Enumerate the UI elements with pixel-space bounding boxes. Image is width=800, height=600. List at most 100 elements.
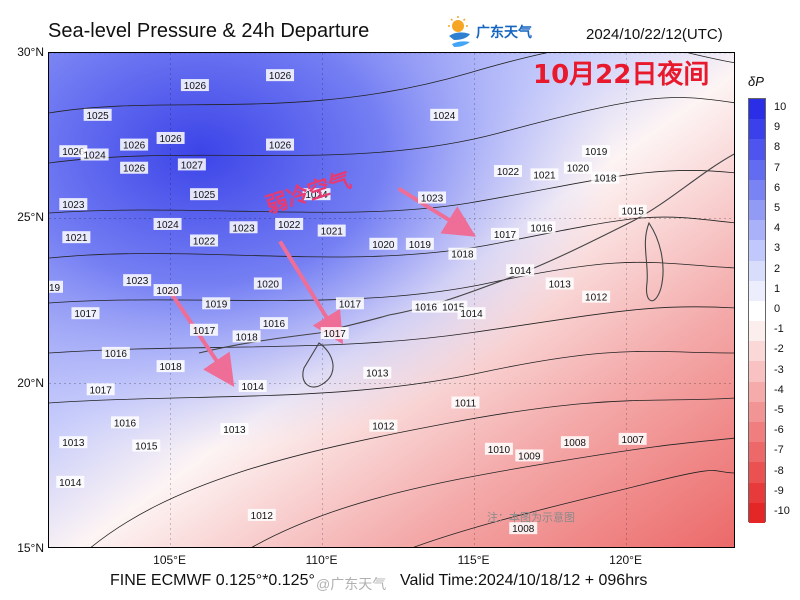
isobar-label-text: 1027 — [181, 160, 204, 171]
isobar-label: 1017 — [86, 383, 115, 396]
isobar-label: 1017 — [335, 297, 364, 310]
colorbar-tick-label: -6 — [774, 424, 784, 437]
isobar-label-text: 1023 — [421, 193, 444, 204]
isobar-label-text: 1013 — [62, 438, 85, 449]
isobar-label: 1026 — [59, 145, 88, 158]
isobar-label-text: 1025 — [87, 111, 110, 122]
cold-air-arrow — [397, 186, 477, 237]
isobar-label: 1014 — [56, 475, 85, 489]
colorbar-segment — [749, 422, 765, 443]
isobar-label: 1022 — [275, 217, 304, 231]
isobar-label: 1023 — [123, 274, 152, 287]
coastline — [198, 153, 734, 388]
map-title: Sea-level Pressure & 24h Departure — [48, 20, 370, 42]
isobar-label: 1016 — [411, 300, 440, 314]
isobar-label: 1021 — [317, 224, 346, 238]
valid-time-label: Valid Time:2024/10/18/12 + 096hrs — [400, 572, 648, 589]
isobar-label-text: 1023 — [232, 223, 255, 234]
lat-tick-label: 15°N — [17, 541, 44, 555]
isobar-label: 1022 — [494, 165, 523, 178]
isobar-label-text: 1012 — [251, 511, 274, 522]
colorbar-segment — [749, 260, 765, 282]
isobar-label-text: 1019 — [585, 147, 608, 158]
isobar-label: 1024 — [430, 108, 459, 122]
colorbar-tick-label: 0 — [774, 303, 781, 315]
isobar-label-text: 1024 — [433, 111, 456, 122]
isobar-label-text: 1019 — [409, 240, 432, 251]
isobar-label: 1014 — [506, 264, 535, 277]
logo-text: 广东天气 — [476, 24, 532, 40]
isobar-label: 1019 — [202, 297, 231, 310]
isobar-label: 1026 — [156, 131, 185, 145]
colorbar-segment — [749, 502, 765, 524]
isobar-label-text: 1016 — [530, 223, 553, 234]
isobar-label-text: 1022 — [497, 167, 520, 178]
isobar-label: 1013 — [363, 366, 392, 380]
isobar-label-text: 1015 — [442, 303, 465, 314]
isobar-label-text: 1016 — [114, 418, 137, 429]
isobar-label: 1024 — [80, 148, 109, 162]
colorbar-segment — [749, 220, 765, 241]
isobar-label: 1026 — [180, 79, 209, 92]
lon-tick-label: 115°E — [457, 553, 490, 567]
colorbar-tick-label: 8 — [774, 141, 781, 154]
isobar-label-text: 1017 — [74, 309, 97, 320]
colorbar-segment — [749, 401, 765, 423]
isobar-label: 1024 — [153, 217, 182, 231]
isobar-label-text: 1013 — [366, 369, 389, 380]
isobar-label: 1013 — [220, 422, 249, 436]
colorbar-tick-label: -2 — [774, 343, 784, 356]
isobar-label-text: 1026 — [62, 147, 85, 158]
colorbar-tick-label: -10 — [774, 504, 790, 517]
isobar-label-text: 1018 — [451, 250, 474, 261]
isobar-label-text: 1011 — [455, 399, 477, 410]
isobar-label: 1012 — [582, 290, 611, 304]
isobar-label: 1019 — [582, 145, 611, 158]
colorbar-tick-label: 5 — [774, 202, 781, 215]
isobar-label: 1023 — [59, 198, 88, 211]
isobar-label: 1014 — [238, 379, 267, 393]
colorbar-segment — [749, 240, 765, 262]
isobar-label-text: 1023 — [126, 276, 149, 287]
isobar-label: 1018 — [156, 360, 185, 373]
lon-tick-label: 110°E — [305, 553, 338, 567]
colorbar-segment — [749, 300, 765, 322]
isobar-label-text: 1023 — [62, 200, 85, 211]
isobar-label-text: 1010 — [488, 445, 511, 456]
isobar-label: 1016 — [527, 221, 556, 234]
isobar-label-text: 1019 — [49, 283, 61, 294]
isobar-label: 1016 — [259, 317, 288, 330]
isobar-label: 1010 — [484, 442, 513, 456]
isobar-label: 1017 — [190, 323, 219, 337]
isobar-label: 1014 — [457, 307, 486, 320]
colorbar-segment — [749, 381, 765, 403]
isobar-label-text: 1026 — [123, 141, 146, 152]
colorbar-segment — [749, 280, 765, 302]
colorbar-segment — [749, 361, 765, 383]
isobar-label-text: 1018 — [159, 362, 182, 373]
colorbar-segment — [749, 442, 765, 463]
pressure-map: 1026 1026 1025 1026 1024 1026 1026 1026 1027 1026… — [48, 52, 735, 548]
isobar-label-text: 1020 — [156, 286, 179, 297]
isobar-label-text: 1026 — [269, 71, 292, 82]
isobar-label: 1017 — [320, 327, 349, 340]
isobar-label-text: 1026 — [123, 164, 146, 175]
colorbar-segment — [749, 199, 765, 221]
isobar-label: 1020 — [153, 284, 182, 297]
forecast-datetime: 2024/10/22/12(UTC) — [586, 26, 723, 43]
colorbar-tick-label: 2 — [774, 262, 781, 275]
colorbar-segment — [749, 341, 765, 362]
isobar-label: 1024 — [302, 188, 331, 201]
isobar-label: 1021 — [62, 231, 91, 244]
cold-high-shading — [49, 53, 734, 547]
isobar-label: 1025 — [190, 188, 219, 201]
isobar-label-text: 1022 — [278, 220, 301, 231]
colorbar-segment — [749, 462, 765, 484]
isobar-label: 1021 — [530, 168, 559, 181]
isobar-label-text: 1017 — [324, 329, 347, 340]
watermark: @广东天气 — [316, 576, 387, 592]
overlay-title: 10月22日夜间 — [533, 59, 709, 90]
schematic-note: 注：本图为示意图 — [487, 510, 575, 524]
colorbar-segment — [749, 179, 765, 201]
isobar-label: 1007 — [618, 432, 647, 446]
